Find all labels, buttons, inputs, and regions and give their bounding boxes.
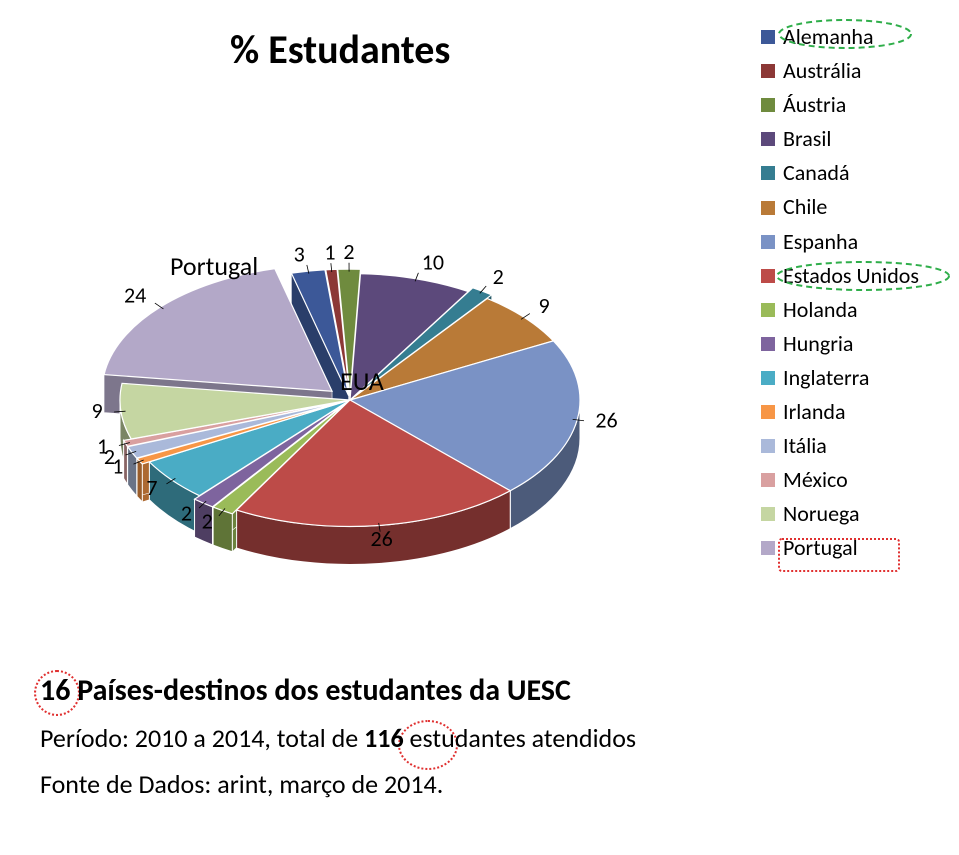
legend-swatch xyxy=(761,405,775,419)
legend-item-hungria: Hungria xyxy=(761,327,919,361)
subtitle: 16 Países-destinos dos estudantes da UES… xyxy=(40,672,571,709)
legend-label: Austrália xyxy=(783,54,861,88)
legend-label: Chile xyxy=(783,190,827,224)
highlight-portugal-rect xyxy=(778,538,900,572)
chart-title: % Estudantes xyxy=(230,25,450,74)
pie-chart: 31210292626227121924 xyxy=(40,100,640,620)
legend-swatch xyxy=(761,507,775,521)
legend-item-itlia: Itália xyxy=(761,429,919,463)
source-line: Fonte de Dados: arint, março de 2014. xyxy=(40,768,443,800)
period-count: 116 xyxy=(364,722,404,754)
slice-biglabel-portugal: Portugal xyxy=(170,250,258,282)
legend-label: Canadá xyxy=(783,156,849,190)
legend-item-holanda: Holanda xyxy=(761,293,919,327)
highlight-alemanha-ellipse xyxy=(775,18,915,50)
slice-value-label: 26 xyxy=(595,406,617,433)
legend-swatch xyxy=(761,541,775,555)
period-prefix: Período: 2010 a 2014, total de xyxy=(40,722,364,754)
slice-value-label: 2 xyxy=(343,238,354,265)
legend-item-ustria: Áustria xyxy=(761,88,919,122)
legend-label: Espanha xyxy=(783,225,858,259)
legend-swatch xyxy=(761,30,775,44)
legend-label: Brasil xyxy=(783,122,831,156)
slice-value-label: 2 xyxy=(181,499,192,526)
legend-label: Áustria xyxy=(783,88,846,122)
legend-label: Holanda xyxy=(783,293,858,327)
legend-item-brasil: Brasil xyxy=(761,122,919,156)
legend-swatch xyxy=(761,439,775,453)
period-line: Período: 2010 a 2014, total de 116 estud… xyxy=(40,722,636,754)
slice-value-label: 2 xyxy=(202,508,213,535)
legend-swatch xyxy=(761,371,775,385)
legend-item-irlanda: Irlanda xyxy=(761,395,919,429)
legend: AlemanhaAustráliaÁustriaBrasilCanadáChil… xyxy=(761,20,919,566)
legend-swatch xyxy=(761,166,775,180)
legend-label: México xyxy=(783,463,848,497)
legend-swatch xyxy=(761,64,775,78)
highlight-eua-ellipse xyxy=(775,260,955,292)
legend-swatch xyxy=(761,473,775,487)
slice-value-label: 1 xyxy=(324,239,335,266)
slice-value-label: 1 xyxy=(97,433,108,460)
legend-item-mxico: México xyxy=(761,463,919,497)
legend-item-canad: Canadá xyxy=(761,156,919,190)
legend-item-noruega: Noruega xyxy=(761,497,919,531)
legend-swatch xyxy=(761,201,775,215)
legend-item-espanha: Espanha xyxy=(761,225,919,259)
period-suffix: estudantes atendidos xyxy=(404,722,636,754)
legend-label: Irlanda xyxy=(783,395,845,429)
slice-value-label: 2 xyxy=(493,263,504,290)
legend-swatch xyxy=(761,269,775,283)
legend-swatch xyxy=(761,98,775,112)
slice-value-label: 9 xyxy=(91,397,102,424)
slice-biglabel-eua: EUA xyxy=(340,365,384,397)
legend-item-austrlia: Austrália xyxy=(761,54,919,88)
legend-item-chile: Chile xyxy=(761,190,919,224)
slice-value-label: 7 xyxy=(146,474,157,501)
legend-swatch xyxy=(761,235,775,249)
slice-value-label: 3 xyxy=(294,240,305,267)
legend-swatch xyxy=(761,303,775,317)
legend-label: Itália xyxy=(783,429,827,463)
slice-value-label: 10 xyxy=(422,249,444,276)
legend-item-inglaterra: Inglaterra xyxy=(761,361,919,395)
slice-value-label: 9 xyxy=(539,292,550,319)
legend-swatch xyxy=(761,337,775,351)
legend-label: Hungria xyxy=(783,327,853,361)
slice-value-label: 24 xyxy=(124,281,146,308)
slice-value-label: 26 xyxy=(370,525,392,552)
legend-label: Noruega xyxy=(783,497,859,531)
legend-swatch xyxy=(761,132,775,146)
legend-label: Inglaterra xyxy=(783,361,869,395)
